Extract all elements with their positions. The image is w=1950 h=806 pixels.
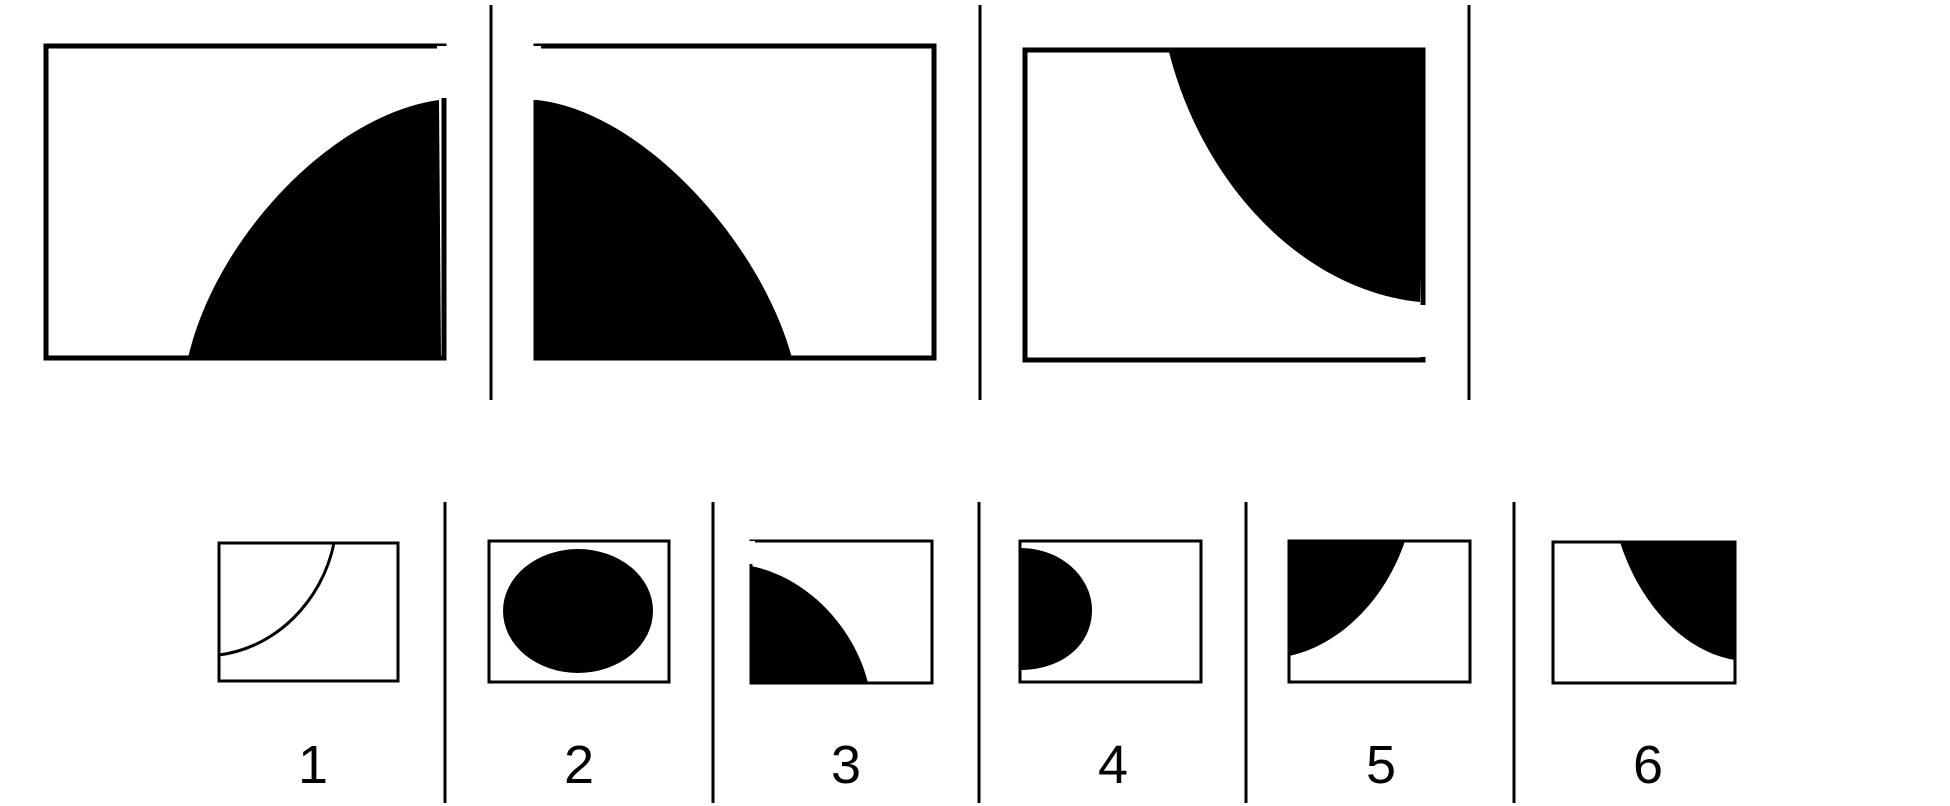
panel-1-gap-mask bbox=[437, 46, 447, 98]
option-4[interactable] bbox=[1018, 539, 1203, 684]
sequence-panel-2 bbox=[533, 43, 937, 361]
panel-1-black-shape bbox=[188, 100, 441, 358]
sequence-panel-1 bbox=[43, 43, 447, 361]
panel-2-gap-mask bbox=[533, 46, 541, 100]
option-5[interactable] bbox=[1287, 539, 1472, 684]
option-6[interactable] bbox=[1551, 540, 1737, 685]
sequence-row bbox=[43, 5, 1471, 400]
option-2[interactable] bbox=[487, 539, 671, 684]
option-1-arc bbox=[218, 542, 336, 657]
option-3-gap-mask bbox=[749, 541, 755, 564]
panel-3-black-shape bbox=[1168, 48, 1425, 302]
option-1-number: 1 bbox=[297, 735, 329, 795]
sequence-panel-3 bbox=[1022, 47, 1427, 363]
option-1-frame bbox=[217, 541, 400, 683]
option-4-number: 4 bbox=[1097, 735, 1129, 795]
panel-3-gap-mask bbox=[1417, 305, 1427, 357]
option-4-black-shape bbox=[1020, 548, 1092, 670]
option-6-black-shape bbox=[1620, 542, 1735, 660]
options-row bbox=[217, 502, 1737, 803]
option-3-number: 3 bbox=[830, 735, 862, 795]
option-5-number: 5 bbox=[1365, 735, 1397, 795]
option-5-black-shape bbox=[1289, 541, 1405, 656]
option-1[interactable] bbox=[217, 541, 400, 683]
option-2-black-ellipse bbox=[503, 549, 653, 673]
option-3-black-shape bbox=[751, 566, 868, 683]
panel-2-black-shape bbox=[536, 100, 792, 358]
option-2-number: 2 bbox=[563, 735, 595, 795]
option-6-number: 6 bbox=[1632, 735, 1664, 795]
option-3[interactable] bbox=[749, 539, 934, 685]
